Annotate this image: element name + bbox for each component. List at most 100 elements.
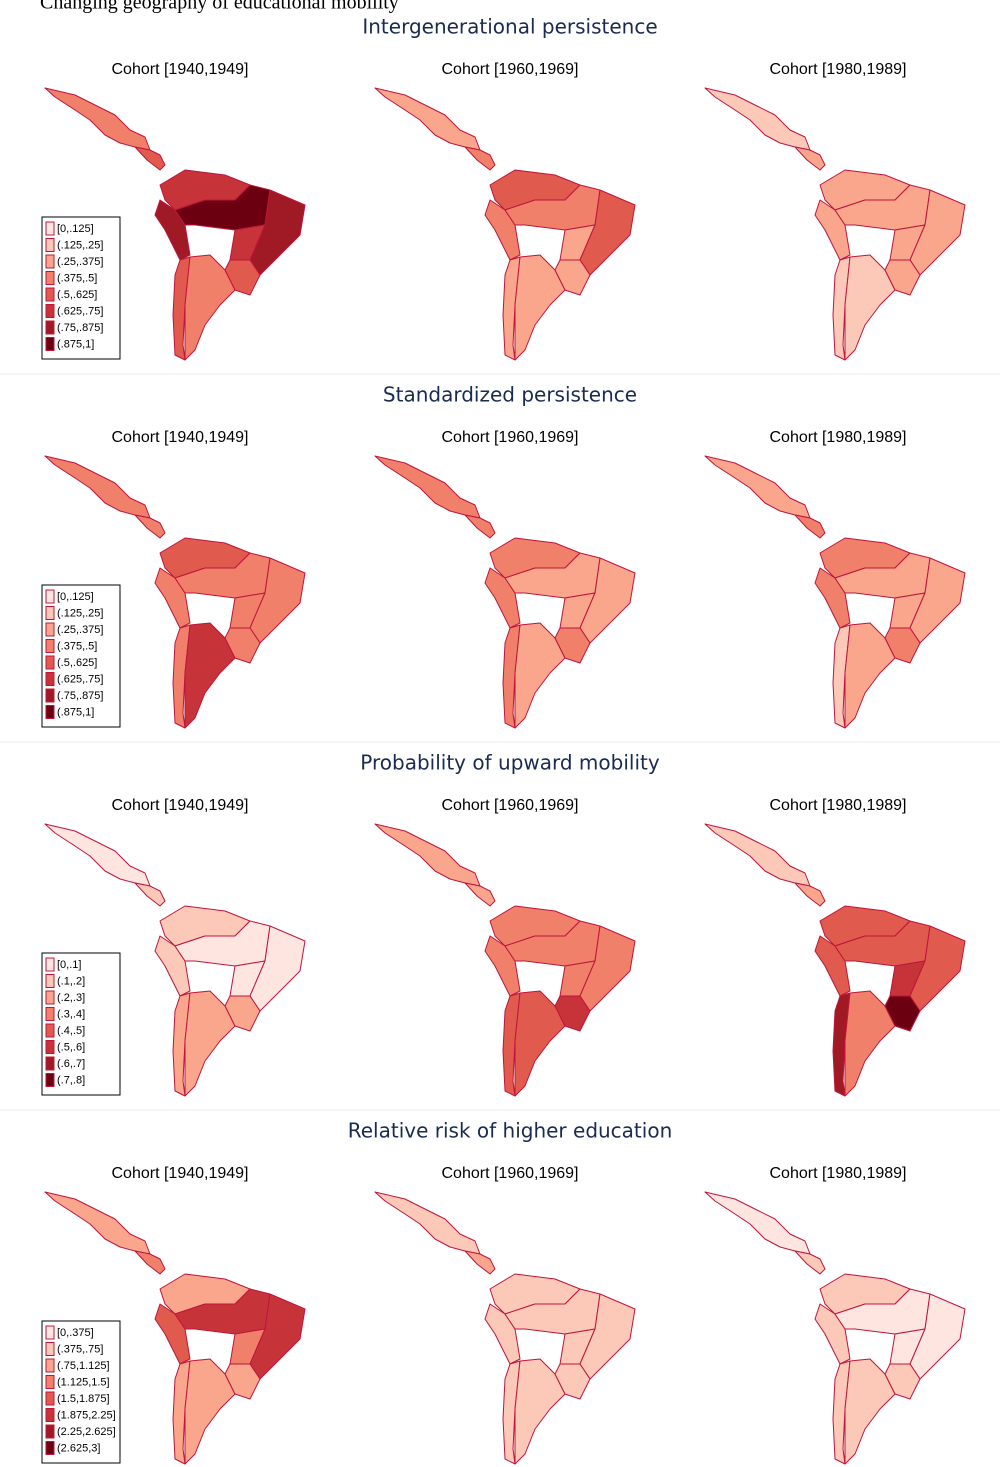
legend-swatch bbox=[45, 238, 55, 252]
legend-swatch bbox=[45, 1358, 55, 1373]
map bbox=[44, 455, 306, 729]
legend-label: [0,.375] bbox=[57, 1327, 94, 1339]
cohort-label: Cohort [1980,1989] bbox=[770, 61, 907, 78]
region bbox=[884, 627, 921, 664]
region bbox=[44, 455, 151, 519]
legend-swatch bbox=[45, 672, 55, 686]
legend-label: (.5,.6] bbox=[57, 1041, 85, 1053]
legend-box bbox=[41, 584, 121, 728]
region bbox=[579, 925, 636, 1012]
legend-swatch bbox=[45, 1441, 55, 1455]
legend-label: (.1,.2] bbox=[57, 975, 85, 987]
region bbox=[374, 823, 481, 887]
legend-label: (.375,.5] bbox=[57, 272, 97, 284]
legend-swatch bbox=[45, 320, 55, 335]
region bbox=[794, 1250, 826, 1275]
map bbox=[374, 1191, 636, 1465]
region bbox=[909, 557, 966, 644]
cohort-label: Cohort [1940,1949] bbox=[112, 61, 249, 78]
region bbox=[249, 1293, 306, 1380]
legend-box bbox=[41, 1320, 121, 1464]
region bbox=[44, 823, 151, 887]
region bbox=[794, 882, 826, 907]
cohort-label: Cohort [1960,1969] bbox=[442, 797, 579, 814]
region bbox=[184, 990, 236, 1097]
region bbox=[44, 87, 151, 151]
region bbox=[464, 146, 496, 171]
region bbox=[224, 995, 261, 1032]
legend-label: (.875,1] bbox=[57, 338, 94, 350]
panel-title: Relative risk of higher education bbox=[348, 1119, 673, 1143]
legend-swatch bbox=[45, 688, 55, 703]
cohort-label: Cohort [1940,1949] bbox=[112, 1165, 249, 1182]
legend-label: (.75,.875] bbox=[57, 322, 103, 334]
region bbox=[514, 622, 566, 729]
region bbox=[704, 87, 811, 151]
legend-label: (.25,.375] bbox=[57, 256, 103, 268]
legend-label: (1.875,2.25] bbox=[57, 1409, 116, 1421]
region bbox=[554, 995, 591, 1032]
legend-swatch bbox=[45, 1408, 55, 1422]
cohort-label: Cohort [1960,1969] bbox=[442, 1165, 579, 1182]
legend-swatch bbox=[45, 1023, 55, 1038]
region bbox=[909, 1293, 966, 1380]
legend-swatch bbox=[45, 221, 55, 236]
legend-swatch bbox=[45, 1056, 55, 1071]
cohort-label: Cohort [1980,1989] bbox=[770, 429, 907, 446]
legend-label: (.375,.5] bbox=[57, 640, 97, 652]
region bbox=[134, 514, 166, 539]
legend-label: (1.125,1.5] bbox=[57, 1376, 110, 1388]
region bbox=[579, 189, 636, 276]
legend-label: (.75,.875] bbox=[57, 690, 103, 702]
region bbox=[374, 1191, 481, 1255]
legend-label: (.5,.625] bbox=[57, 289, 97, 301]
region bbox=[554, 1363, 591, 1400]
region bbox=[44, 1191, 151, 1255]
region bbox=[464, 882, 496, 907]
region bbox=[909, 189, 966, 276]
cohort-label: Cohort [1960,1969] bbox=[442, 429, 579, 446]
map bbox=[704, 87, 966, 361]
cohort-label: Cohort [1940,1949] bbox=[112, 429, 249, 446]
legend-label: (.375,.75] bbox=[57, 1343, 103, 1355]
legend-box bbox=[41, 216, 121, 360]
region bbox=[909, 925, 966, 1012]
region bbox=[844, 622, 896, 729]
legend-swatch bbox=[45, 1040, 55, 1054]
legend-swatch bbox=[45, 974, 55, 988]
map bbox=[44, 87, 306, 361]
legend-label: (1.5,1.875] bbox=[57, 1393, 110, 1405]
region bbox=[704, 1191, 811, 1255]
map bbox=[44, 1191, 306, 1465]
legend-swatch bbox=[45, 589, 55, 604]
map bbox=[704, 455, 966, 729]
legend-label: (.125,.25] bbox=[57, 239, 103, 251]
region bbox=[514, 1358, 566, 1465]
legend-swatch bbox=[45, 337, 55, 351]
legend-swatch bbox=[45, 990, 55, 1005]
region bbox=[794, 146, 826, 171]
legend-swatch bbox=[45, 304, 55, 318]
legend-label: (.125,.25] bbox=[57, 607, 103, 619]
region bbox=[224, 1363, 261, 1400]
map bbox=[374, 87, 636, 361]
cohort-label: Cohort [1940,1949] bbox=[112, 797, 249, 814]
region bbox=[844, 254, 896, 361]
legend-swatch bbox=[45, 1375, 55, 1389]
legend-label: [0,.125] bbox=[57, 223, 94, 235]
legend-label: [0,.125] bbox=[57, 591, 94, 603]
region bbox=[224, 259, 261, 296]
legend-label: (2.25,2.625] bbox=[57, 1426, 116, 1438]
legend-label: (.4,.5] bbox=[57, 1025, 85, 1037]
region bbox=[184, 622, 236, 729]
legend-label: (.875,1] bbox=[57, 706, 94, 718]
region bbox=[184, 1358, 236, 1465]
panel-title: Probability of upward mobility bbox=[360, 751, 660, 775]
region bbox=[464, 1250, 496, 1275]
region bbox=[704, 823, 811, 887]
legend-swatch bbox=[45, 705, 55, 719]
region bbox=[134, 1250, 166, 1275]
legend-swatch bbox=[45, 287, 55, 302]
legend-swatch bbox=[45, 1007, 55, 1021]
cohort-label: Cohort [1980,1989] bbox=[770, 1165, 907, 1182]
